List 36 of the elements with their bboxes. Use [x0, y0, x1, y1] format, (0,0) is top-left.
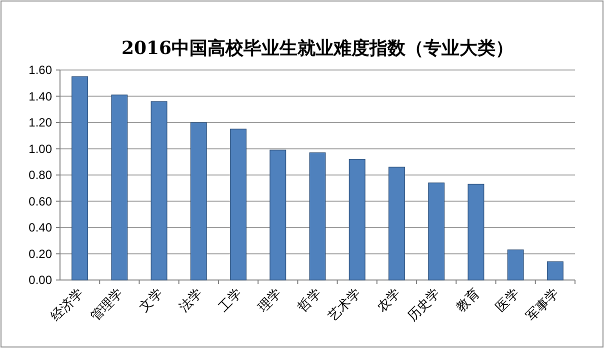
bar [388, 166, 405, 280]
bar [72, 76, 88, 280]
bar [111, 94, 128, 280]
y-tick-label: 1.00 [28, 142, 52, 156]
x-tick-label: 农学 [374, 286, 404, 316]
y-tick-label: 0.20 [28, 246, 52, 261]
x-tick-label: 哲学 [295, 286, 324, 316]
y-tick-label: 0.00 [28, 273, 52, 287]
x-tick-label: 管理学 [88, 286, 126, 324]
bar [428, 182, 445, 280]
bar [190, 122, 207, 280]
x-tick-label: 法学 [176, 286, 206, 316]
x-tick-label: 经济学 [48, 286, 87, 324]
bar [507, 250, 524, 280]
y-tick-label: 1.20 [28, 116, 52, 130]
x-tick-label: 文学 [136, 286, 166, 316]
y-tick-label: 0.40 [28, 220, 52, 234]
x-tick-label: 教育 [453, 286, 483, 316]
y-tick-label: 0.60 [28, 194, 52, 208]
y-tick-label: 1.60 [28, 63, 52, 77]
x-tick-label: 军事学 [524, 286, 562, 324]
bar [309, 152, 326, 280]
bar [546, 261, 564, 280]
x-tick-label: 艺术学 [326, 286, 364, 324]
bar [270, 150, 286, 280]
bar [150, 101, 168, 280]
x-tick-label: 医学 [493, 286, 522, 316]
y-tick-label: 1.40 [28, 89, 52, 104]
bar [348, 158, 366, 280]
x-tick-label: 理学 [256, 286, 285, 316]
x-tick-label: 历史学 [404, 286, 444, 324]
y-tick-label: 0.80 [28, 168, 52, 182]
chart-title: 2016中国高校毕业生就业难度指数（专业大类） [121, 38, 514, 59]
bar [468, 184, 484, 280]
bar [230, 128, 246, 280]
x-tick-label: 工学 [216, 286, 246, 316]
